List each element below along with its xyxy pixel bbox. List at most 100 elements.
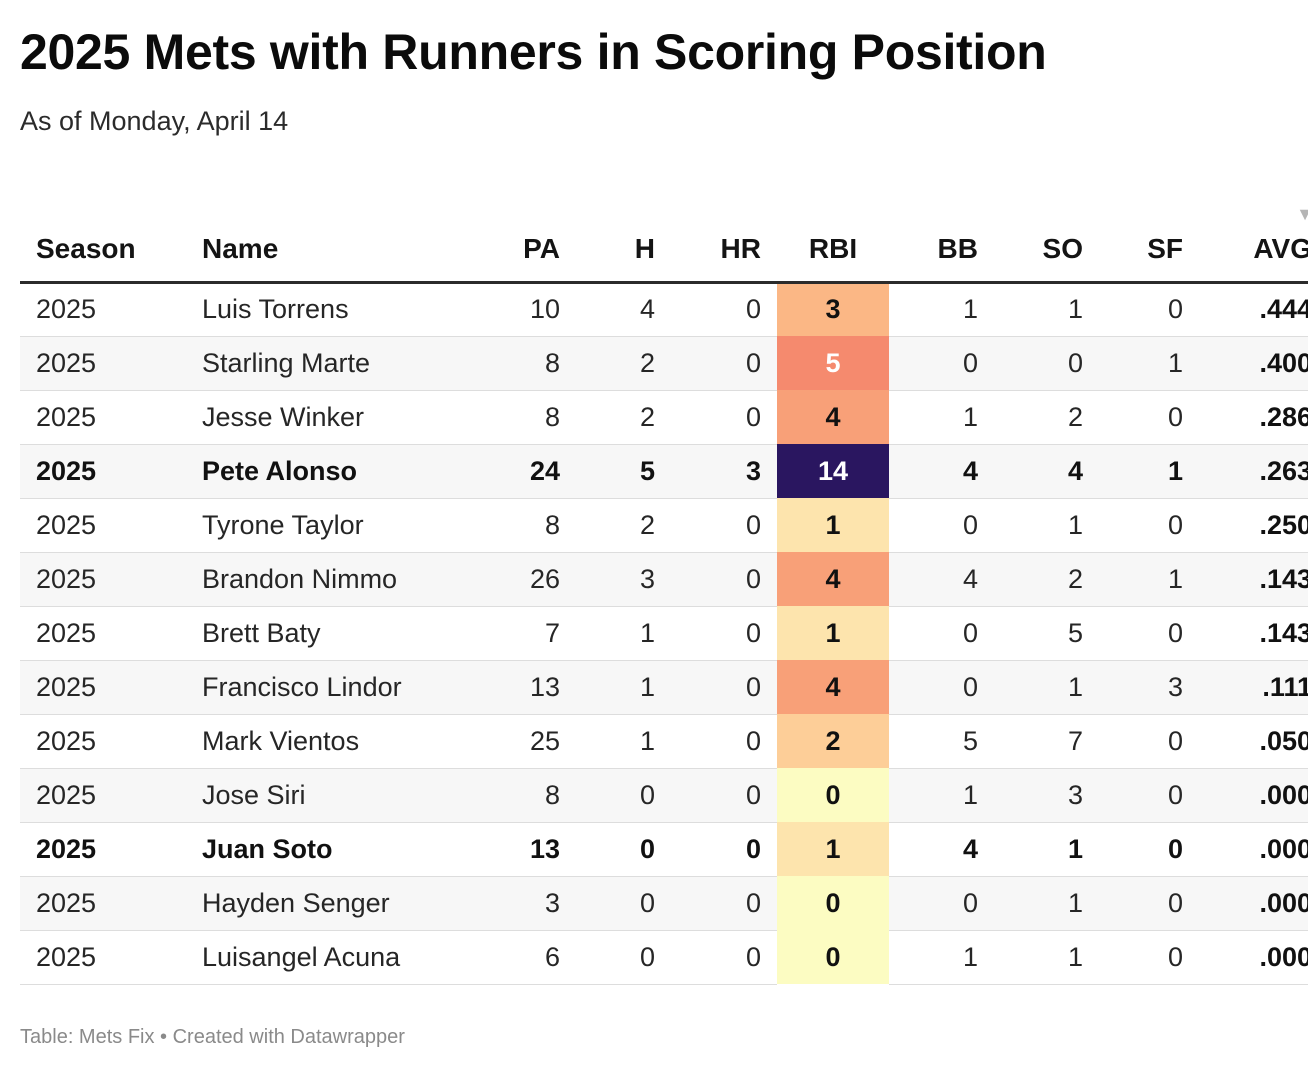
cell-avg: .263 — [1199, 444, 1308, 499]
cell-pa: 24 — [456, 444, 576, 499]
cell-h: 0 — [576, 876, 671, 931]
cell-name: Luisangel Acuna — [186, 930, 456, 985]
cell-avg: .286 — [1199, 390, 1308, 445]
cell-so: 4 — [994, 444, 1099, 499]
cell-hr: 0 — [671, 660, 777, 715]
cell-bb: 5 — [889, 714, 994, 769]
column-header-hr[interactable]: HR — [671, 200, 777, 284]
cell-name: Hayden Senger — [186, 876, 456, 931]
cell-bb: 4 — [889, 444, 994, 499]
cell-hr: 0 — [671, 930, 777, 985]
cell-pa: 6 — [456, 930, 576, 985]
cell-so: 0 — [994, 336, 1099, 391]
cell-rbi: 3 — [777, 282, 889, 336]
cell-pa: 25 — [456, 714, 576, 769]
cell-pa: 8 — [456, 768, 576, 823]
cell-bb: 0 — [889, 660, 994, 715]
column-header-sf[interactable]: SF — [1099, 200, 1199, 284]
cell-name: Francisco Lindor — [186, 660, 456, 715]
cell-name: Jesse Winker — [186, 390, 456, 445]
cell-so: 1 — [994, 876, 1099, 931]
cell-sf: 1 — [1099, 336, 1199, 391]
chart-container: 2025 Mets with Runners in Scoring Positi… — [20, 0, 1308, 985]
cell-sf: 0 — [1099, 930, 1199, 985]
table-row: 2025 Hayden Senger 3 0 0 0 0 1 0.000 — [20, 876, 1308, 931]
cell-avg: .444 — [1199, 282, 1308, 337]
column-header-so[interactable]: SO — [994, 200, 1099, 284]
cell-sf: 1 — [1099, 552, 1199, 607]
table-row: 2025 Francisco Lindor 13 1 0 4 0 1 3.111 — [20, 660, 1308, 715]
cell-h: 0 — [576, 768, 671, 823]
cell-h: 2 — [576, 390, 671, 445]
cell-season: 2025 — [20, 498, 186, 553]
column-header-season[interactable]: Season — [20, 200, 186, 284]
cell-bb: 4 — [889, 822, 994, 877]
cell-rbi: 2 — [777, 714, 889, 768]
cell-sf: 0 — [1099, 606, 1199, 661]
cell-hr: 0 — [671, 336, 777, 391]
cell-so: 3 — [994, 768, 1099, 823]
cell-name: Brandon Nimmo — [186, 552, 456, 607]
cell-hr: 0 — [671, 714, 777, 769]
column-header-name[interactable]: Name — [186, 200, 456, 284]
cell-season: 2025 — [20, 336, 186, 391]
cell-hr: 0 — [671, 552, 777, 607]
cell-avg: .000 — [1199, 876, 1308, 931]
cell-bb: 0 — [889, 606, 994, 661]
chart-title: 2025 Mets with Runners in Scoring Positi… — [20, 24, 1047, 80]
cell-bb: 4 — [889, 552, 994, 607]
cell-avg: .000 — [1199, 768, 1308, 823]
cell-pa: 10 — [456, 282, 576, 337]
cell-hr: 0 — [671, 282, 777, 337]
cell-h: 0 — [576, 822, 671, 877]
cell-bb: 0 — [889, 876, 994, 931]
cell-h: 5 — [576, 444, 671, 499]
column-header-avg[interactable]: ▼ AVG — [1199, 200, 1308, 284]
cell-bb: 1 — [889, 282, 994, 337]
cell-sf: 0 — [1099, 714, 1199, 769]
cell-sf: 0 — [1099, 768, 1199, 823]
cell-avg: .111 — [1199, 660, 1308, 715]
cell-name: Jose Siri — [186, 768, 456, 823]
cell-season: 2025 — [20, 660, 186, 715]
cell-sf: 0 — [1099, 822, 1199, 877]
cell-bb: 0 — [889, 336, 994, 391]
cell-name: Juan Soto — [186, 822, 456, 877]
column-header-h[interactable]: H — [576, 200, 671, 284]
sort-descending-icon[interactable]: ▼ — [1296, 204, 1308, 224]
cell-bb: 1 — [889, 930, 994, 985]
cell-so: 1 — [994, 498, 1099, 553]
cell-hr: 0 — [671, 498, 777, 553]
cell-hr: 0 — [671, 768, 777, 823]
column-header-rbi[interactable]: RBI — [777, 200, 889, 284]
cell-h: 4 — [576, 282, 671, 337]
cell-rbi: 14 — [777, 444, 889, 498]
cell-rbi: 4 — [777, 552, 889, 606]
cell-h: 0 — [576, 930, 671, 985]
cell-bb: 0 — [889, 498, 994, 553]
cell-so: 2 — [994, 390, 1099, 445]
cell-pa: 8 — [456, 336, 576, 391]
cell-season: 2025 — [20, 282, 186, 337]
cell-rbi: 4 — [777, 660, 889, 714]
table-row: 2025 Mark Vientos 25 1 0 2 5 7 0.050 — [20, 714, 1308, 769]
cell-hr: 3 — [671, 444, 777, 499]
column-header-bb[interactable]: BB — [889, 200, 994, 284]
cell-rbi: 5 — [777, 336, 889, 390]
table-row: 2025 Brett Baty 7 1 0 1 0 5 0.143 — [20, 606, 1308, 661]
header-row: Season Name PA H HR RBI BB SO SF ▼ AVG — [20, 200, 1308, 284]
cell-season: 2025 — [20, 930, 186, 985]
cell-rbi: 1 — [777, 498, 889, 552]
cell-avg: .050 — [1199, 714, 1308, 769]
cell-sf: 0 — [1099, 498, 1199, 553]
cell-avg: .000 — [1199, 930, 1308, 985]
cell-avg: .143 — [1199, 552, 1308, 607]
cell-rbi: 1 — [777, 822, 889, 876]
cell-sf: 3 — [1099, 660, 1199, 715]
cell-pa: 7 — [456, 606, 576, 661]
cell-pa: 3 — [456, 876, 576, 931]
cell-so: 1 — [994, 822, 1099, 877]
column-header-pa[interactable]: PA — [456, 200, 576, 284]
table-row: 2025 Juan Soto 13 0 0 1 4 1 0.000 — [20, 822, 1308, 877]
cell-name: Tyrone Taylor — [186, 498, 456, 553]
